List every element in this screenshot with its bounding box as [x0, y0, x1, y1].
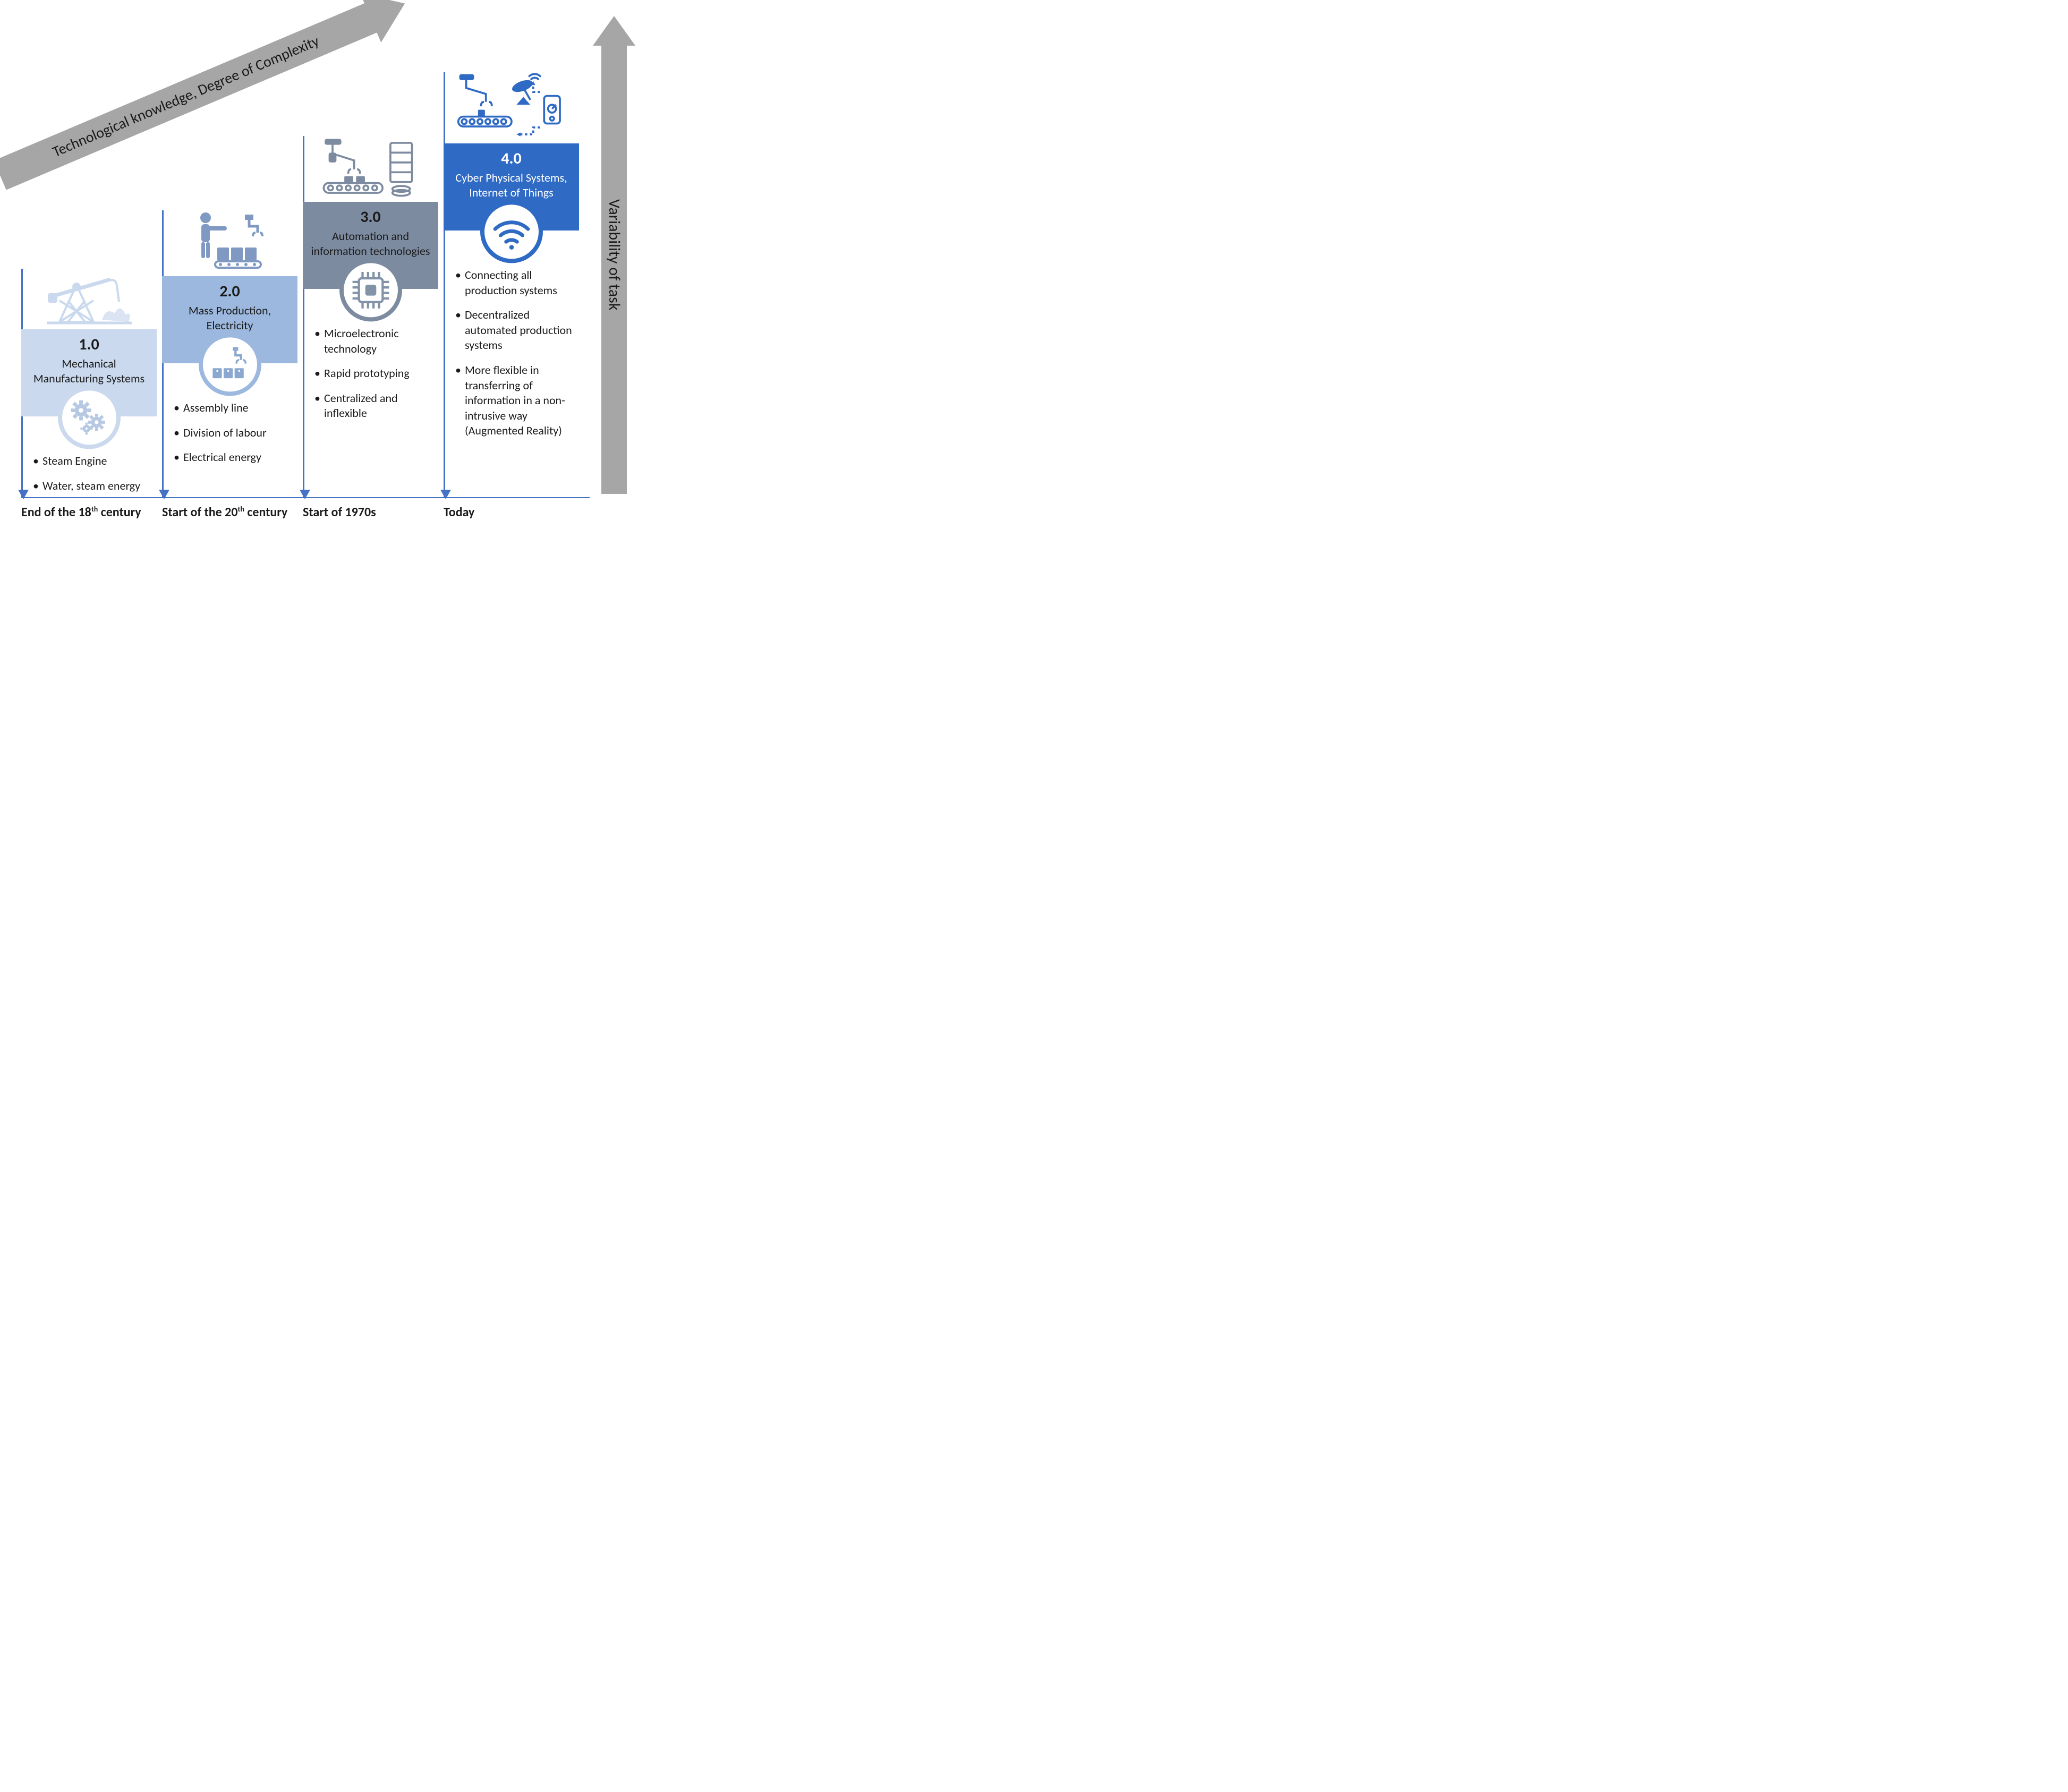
stage-subtitle: Mechanical Manufacturing Systems — [28, 356, 150, 386]
period-labels-row: End of the 18th centuryStart of the 20th… — [21, 505, 584, 520]
bullet-item: Steam Engine — [33, 454, 152, 469]
stage-header: 1.0 Mechanical Manufacturing Systems — [21, 329, 157, 416]
bullet-item: Division of labour — [174, 425, 293, 441]
workerConveyor-icon — [162, 210, 297, 276]
stage-subtitle: Automation and information technologies — [309, 229, 432, 258]
period-label: Start of the 20th century — [162, 505, 303, 520]
robotServer-icon — [303, 136, 438, 202]
gears-icon — [58, 386, 121, 449]
vertical-variability-arrow: Variability of task — [601, 16, 627, 494]
stage-header: 2.0Mass Production, Electricity — [162, 276, 297, 363]
period-label: Today — [444, 505, 584, 520]
bullet-item: Water, steam energy — [33, 479, 152, 494]
stage-version: 4.0 — [450, 149, 573, 168]
stage-2-0: 2.0Mass Production, Electricity Assembly… — [162, 210, 297, 497]
stage-1-0: 1.0 Mechanical Manufacturing Systems Stea… — [21, 269, 157, 497]
stage-4-0: 4.0 Cyber Physical Systems, Internet of T… — [444, 72, 579, 497]
stage-header: 3.0Automation and information technologi… — [303, 202, 438, 289]
bullet-item: More flexible in transferring of informa… — [455, 363, 575, 439]
robotArmBoxes-icon — [199, 333, 261, 396]
stage-divider — [303, 136, 304, 498]
stage-divider — [444, 72, 445, 498]
stages-container: 1.0 Mechanical Manufacturing Systems Stea… — [21, 0, 584, 499]
pumpjack-icon — [21, 269, 157, 329]
bullet-item: Decentralized automated production syste… — [455, 308, 575, 353]
iotCluster-icon — [444, 72, 579, 143]
bullet-item: Centralized and inflexible — [314, 391, 434, 421]
bullet-item: Assembly line — [174, 400, 293, 416]
bullet-item: Electrical energy — [174, 450, 293, 465]
bullet-item: Microelectronic technology — [314, 326, 434, 356]
stage-version: 2.0 — [168, 281, 291, 301]
period-label: End of the 18th century — [21, 505, 162, 520]
stage-3-0: 3.0Automation and information technologi… — [303, 136, 438, 497]
stage-subtitle: Mass Production, Electricity — [168, 303, 291, 332]
period-label: Start of 1970s — [303, 505, 444, 520]
bullet-item: Connecting all production systems — [455, 268, 575, 298]
vertical-arrow-label: Variability of task — [601, 16, 627, 494]
wifi-icon — [480, 200, 543, 263]
bullet-item: Rapid prototyping — [314, 366, 434, 381]
stage-subtitle: Cyber Physical Systems, Internet of Thin… — [450, 170, 573, 200]
stage-version: 3.0 — [309, 207, 432, 227]
stage-version: 1.0 — [28, 335, 150, 354]
stage-header: 4.0 Cyber Physical Systems, Internet of T… — [444, 143, 579, 231]
chip-icon — [339, 259, 402, 321]
